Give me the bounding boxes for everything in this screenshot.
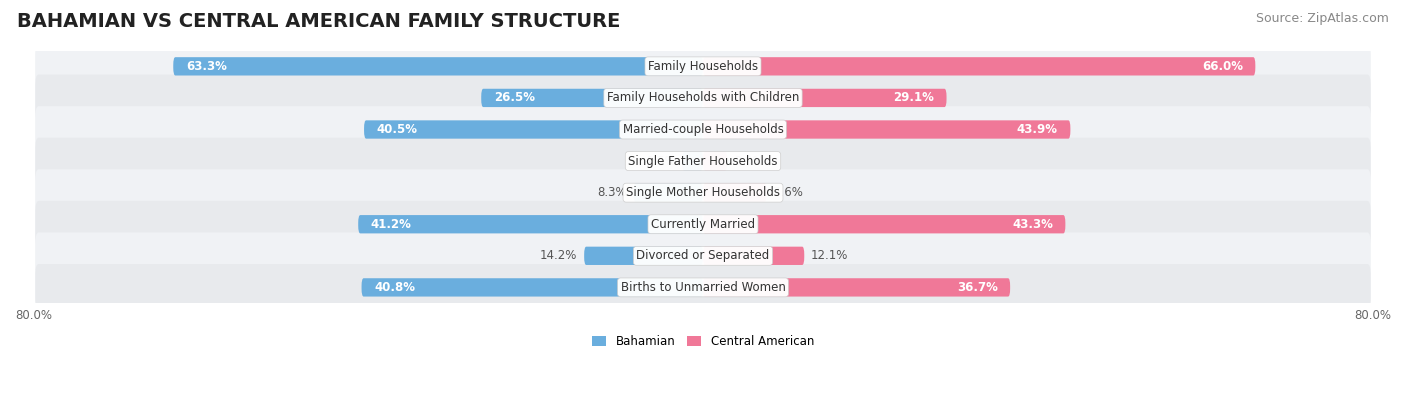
- Text: Family Households with Children: Family Households with Children: [607, 91, 799, 104]
- FancyBboxPatch shape: [35, 138, 1371, 184]
- Text: 36.7%: 36.7%: [956, 281, 998, 294]
- Text: 41.2%: 41.2%: [371, 218, 412, 231]
- FancyBboxPatch shape: [634, 184, 703, 202]
- Text: Source: ZipAtlas.com: Source: ZipAtlas.com: [1256, 12, 1389, 25]
- Text: 14.2%: 14.2%: [540, 249, 578, 262]
- FancyBboxPatch shape: [364, 120, 703, 139]
- Text: Divorced or Separated: Divorced or Separated: [637, 249, 769, 262]
- Legend: Bahamian, Central American: Bahamian, Central American: [588, 331, 818, 353]
- Text: 43.9%: 43.9%: [1017, 123, 1057, 136]
- FancyBboxPatch shape: [481, 89, 703, 107]
- FancyBboxPatch shape: [35, 264, 1371, 311]
- FancyBboxPatch shape: [35, 232, 1371, 279]
- FancyBboxPatch shape: [35, 169, 1371, 216]
- Text: 29.1%: 29.1%: [893, 91, 934, 104]
- Text: 2.5%: 2.5%: [645, 154, 675, 167]
- FancyBboxPatch shape: [682, 152, 703, 170]
- Text: 40.8%: 40.8%: [374, 281, 415, 294]
- FancyBboxPatch shape: [703, 152, 727, 170]
- FancyBboxPatch shape: [35, 106, 1371, 153]
- FancyBboxPatch shape: [703, 89, 946, 107]
- Text: Single Mother Households: Single Mother Households: [626, 186, 780, 199]
- FancyBboxPatch shape: [703, 184, 766, 202]
- Text: Births to Unmarried Women: Births to Unmarried Women: [620, 281, 786, 294]
- Text: Currently Married: Currently Married: [651, 218, 755, 231]
- Text: Married-couple Households: Married-couple Households: [623, 123, 783, 136]
- FancyBboxPatch shape: [359, 215, 703, 233]
- FancyBboxPatch shape: [361, 278, 703, 297]
- FancyBboxPatch shape: [35, 75, 1371, 121]
- Text: 26.5%: 26.5%: [494, 91, 534, 104]
- FancyBboxPatch shape: [703, 57, 1256, 75]
- Text: 8.3%: 8.3%: [598, 186, 627, 199]
- FancyBboxPatch shape: [583, 246, 703, 265]
- FancyBboxPatch shape: [703, 120, 1070, 139]
- Text: Family Households: Family Households: [648, 60, 758, 73]
- FancyBboxPatch shape: [703, 278, 1010, 297]
- Text: BAHAMIAN VS CENTRAL AMERICAN FAMILY STRUCTURE: BAHAMIAN VS CENTRAL AMERICAN FAMILY STRU…: [17, 12, 620, 31]
- Text: 12.1%: 12.1%: [811, 249, 848, 262]
- FancyBboxPatch shape: [173, 57, 703, 75]
- FancyBboxPatch shape: [35, 201, 1371, 248]
- Text: 63.3%: 63.3%: [186, 60, 226, 73]
- Text: 7.6%: 7.6%: [773, 186, 803, 199]
- FancyBboxPatch shape: [703, 246, 804, 265]
- Text: 43.3%: 43.3%: [1012, 218, 1053, 231]
- FancyBboxPatch shape: [703, 215, 1066, 233]
- Text: 2.9%: 2.9%: [734, 154, 763, 167]
- Text: 40.5%: 40.5%: [377, 123, 418, 136]
- Text: 66.0%: 66.0%: [1202, 60, 1243, 73]
- Text: Single Father Households: Single Father Households: [628, 154, 778, 167]
- FancyBboxPatch shape: [35, 43, 1371, 90]
